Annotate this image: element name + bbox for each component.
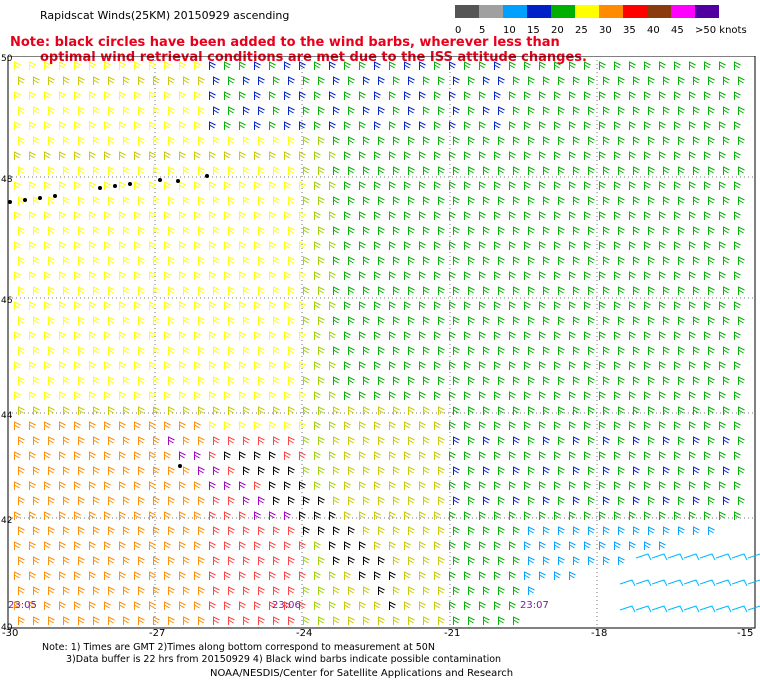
lat-label-46: 46	[1, 296, 13, 306]
scale-swatch-6	[599, 5, 623, 18]
wind-barbs	[14, 61, 760, 625]
contamination-markers	[8, 174, 209, 468]
time-label-1: 23:06	[272, 600, 301, 611]
scale-label-6: 30	[599, 25, 612, 36]
scale-label-9: 45	[671, 25, 684, 36]
credit-line: NOAA/NESDIS/Center for Satellite Applica…	[210, 668, 514, 679]
contamination-note-line2: optimal wind retrieval conditions are me…	[40, 50, 587, 65]
scale-label-1: 5	[479, 25, 486, 36]
scale-label-3: 15	[527, 25, 540, 36]
time-label-2: 23:07	[520, 600, 549, 611]
wind-barb-map	[7, 56, 760, 629]
scale-swatch-9	[671, 5, 695, 18]
contamination-note-line1: Note: black circles have been added to t…	[10, 35, 560, 50]
scale-swatch-8	[647, 5, 671, 18]
scale-label-8: 40	[647, 25, 660, 36]
wind-speed-color-scale: 0 5 10 15 20 25 30 35 40 45 >50 knots	[455, 5, 747, 37]
scale-label-7: 35	[623, 25, 636, 36]
scale-swatch-3	[527, 5, 551, 18]
scale-label-0: 0	[455, 25, 462, 36]
lon-label--21: -21	[444, 628, 461, 639]
lat-label-40: 40	[1, 623, 13, 633]
time-label-0: 23:05	[8, 600, 37, 611]
scale-swatch-10	[695, 5, 719, 18]
scale-swatch-5	[575, 5, 599, 18]
lat-label-42: 42	[1, 516, 13, 526]
scale-swatch-1	[479, 5, 503, 18]
lon-label--24: -24	[296, 628, 313, 639]
lon-label--27: -27	[149, 628, 166, 639]
footer-note-line1: Note: 1) Times are GMT 2)Times along bot…	[42, 642, 435, 653]
scale-label-10: >50 knots	[695, 25, 747, 36]
lon-label--30: -30	[2, 628, 19, 639]
lat-label-48: 48	[1, 175, 13, 185]
scale-label-2: 10	[503, 25, 516, 36]
graticule	[8, 56, 755, 628]
scale-label-5: 25	[575, 25, 588, 36]
scale-swatch-4	[551, 5, 575, 18]
lat-label-44: 44	[1, 411, 13, 421]
footer-note-line2: 3)Data buffer is 22 hrs from 20150929 4)…	[66, 654, 502, 665]
scale-swatch-0	[455, 5, 479, 18]
lat-label-50: 50	[1, 54, 13, 64]
lon-label--18: -18	[591, 628, 608, 639]
scale-label-4: 20	[551, 25, 564, 36]
scale-swatch-2	[503, 5, 527, 18]
scale-swatch-7	[623, 5, 647, 18]
map-frame	[7, 56, 756, 629]
map-title: Rapidscat Winds(25KM) 20150929 ascending	[40, 9, 290, 22]
lon-label--15: -15	[737, 628, 754, 639]
